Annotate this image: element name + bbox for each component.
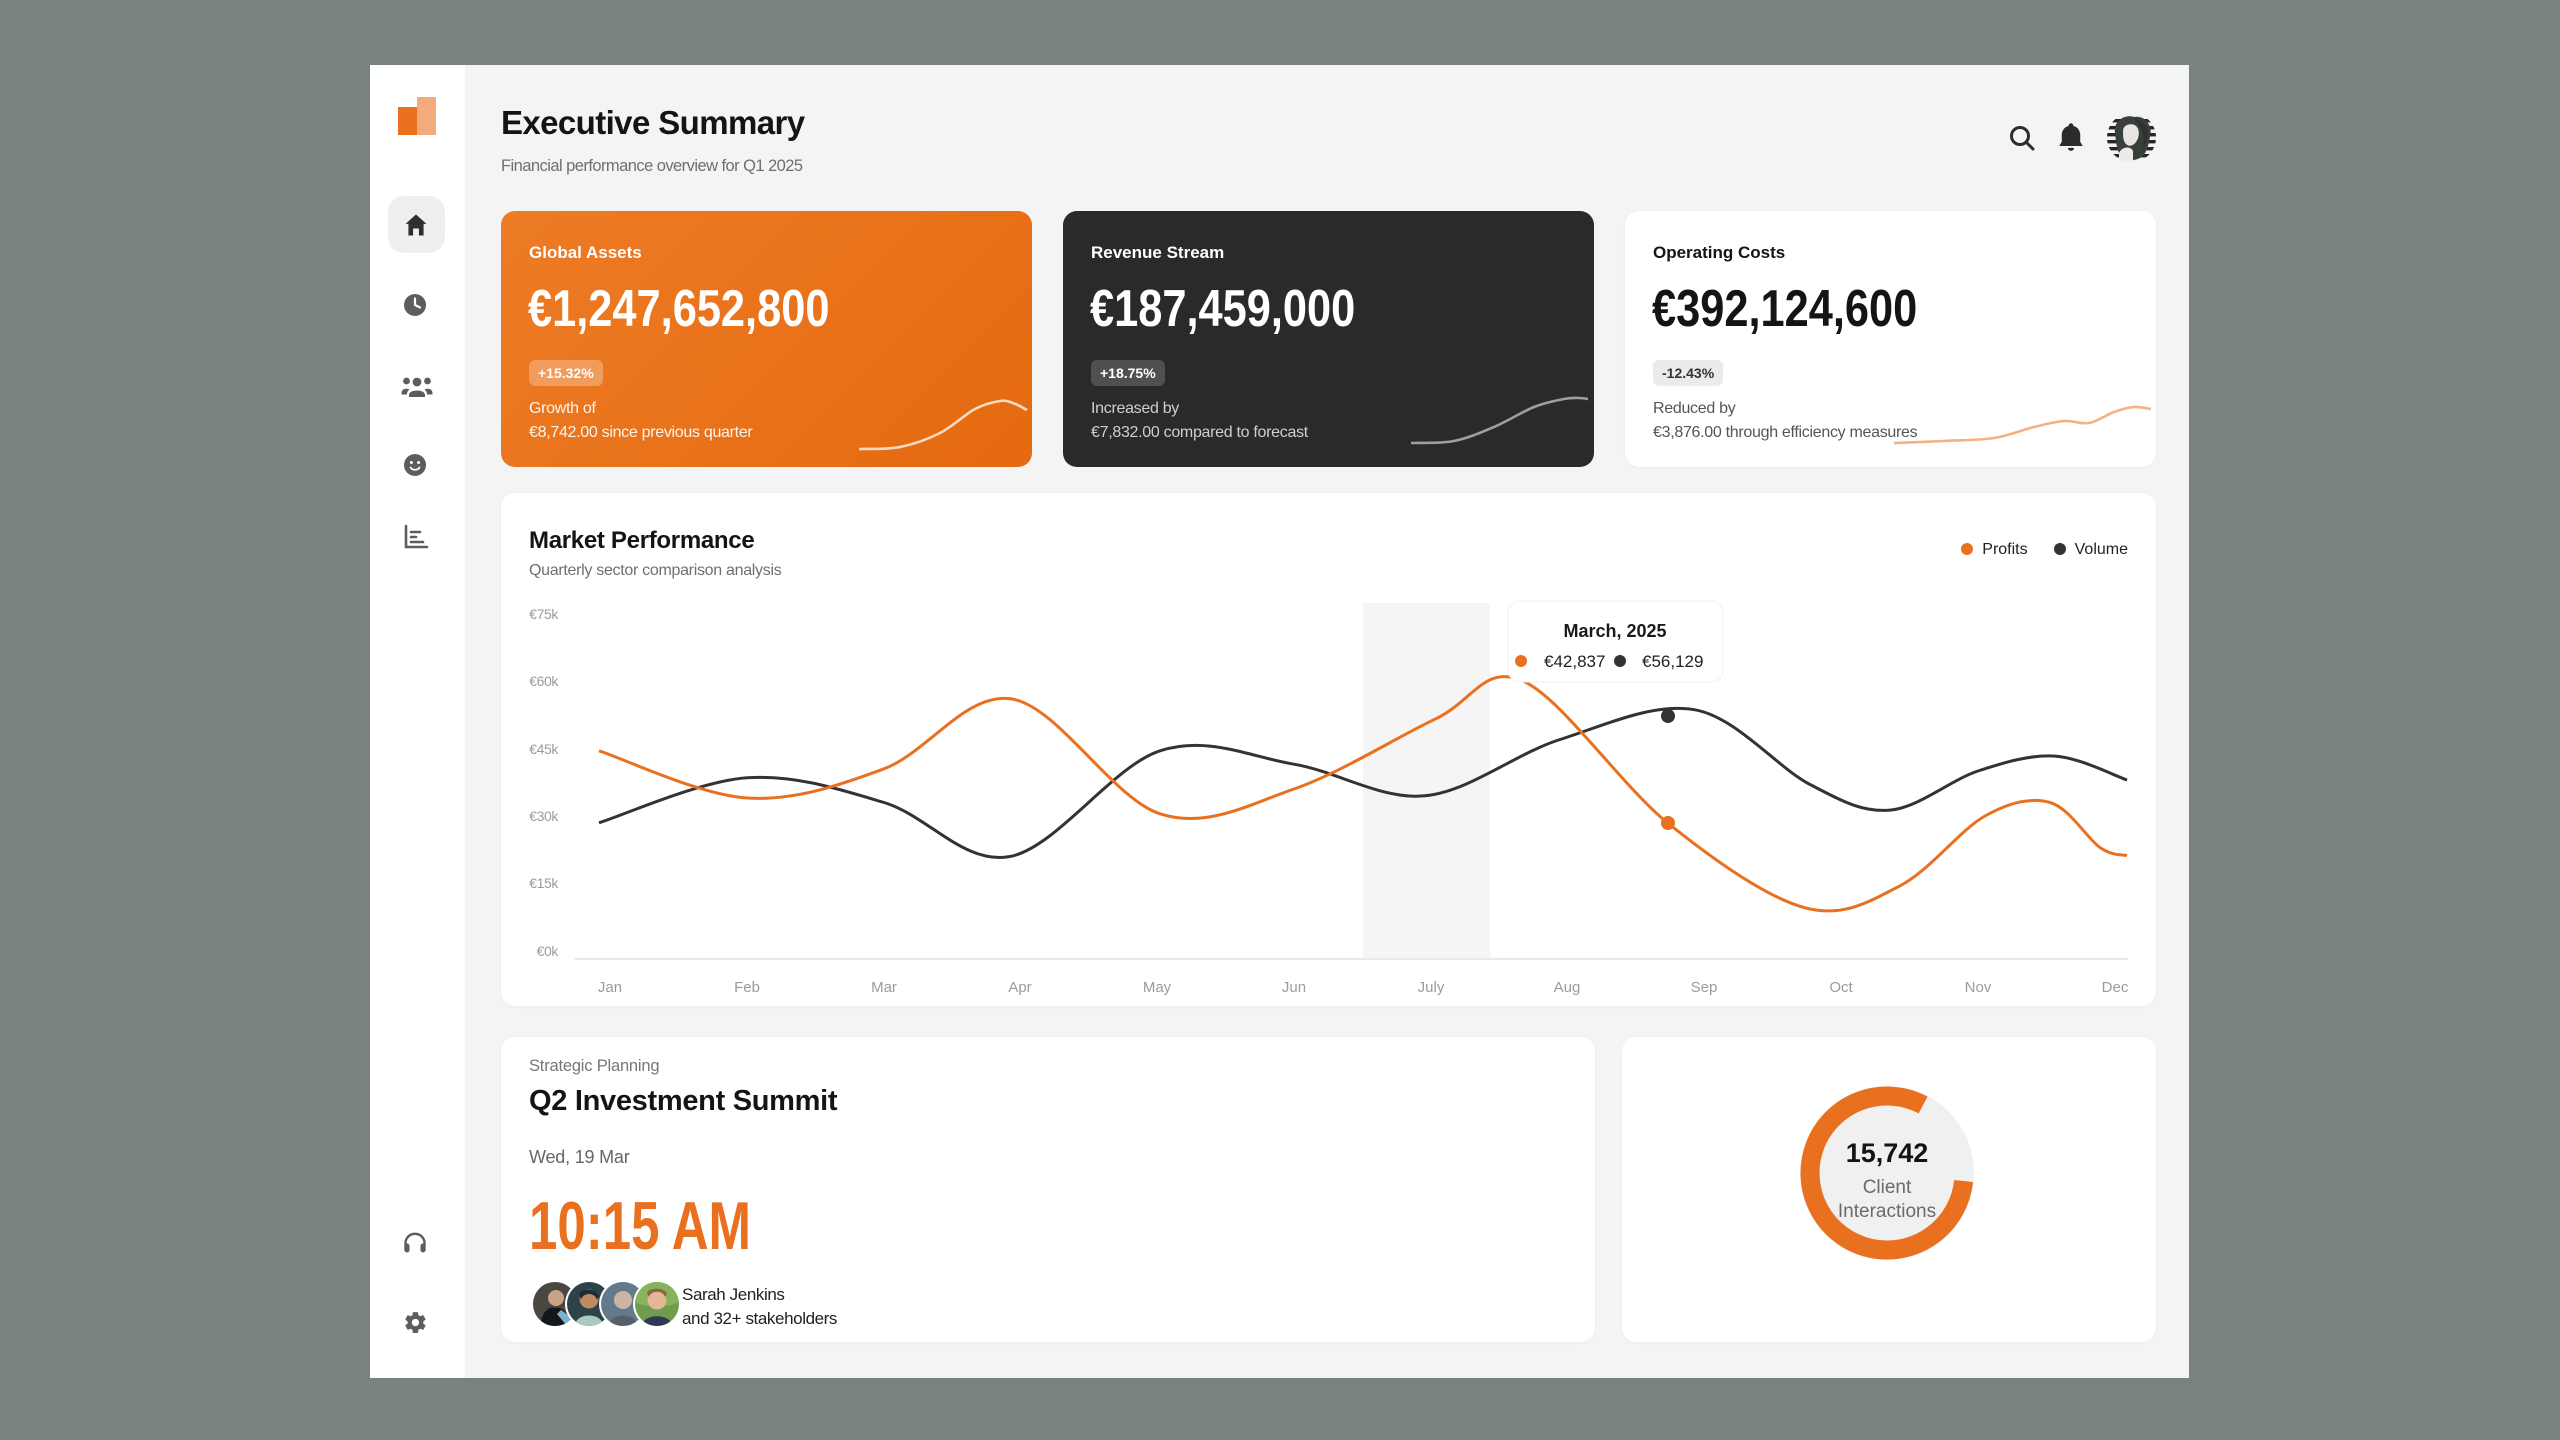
svg-text:€0k: €0k [537, 943, 560, 959]
svg-text:Sep: Sep [1691, 979, 1718, 996]
svg-text:€30k: €30k [529, 808, 559, 824]
svg-text:Apr: Apr [1008, 979, 1031, 996]
svg-text:€75k: €75k [529, 606, 559, 622]
svg-text:€60k: €60k [529, 673, 559, 689]
svg-text:Mar: Mar [871, 979, 897, 996]
svg-text:March, 2025: March, 2025 [1563, 621, 1666, 641]
svg-text:Dec: Dec [2102, 979, 2129, 996]
svg-text:€56,129: €56,129 [1642, 652, 1703, 671]
svg-text:€42,837: €42,837 [1544, 652, 1605, 671]
svg-text:Jan: Jan [598, 979, 622, 996]
svg-text:€45k: €45k [529, 741, 559, 757]
svg-text:Jun: Jun [1282, 979, 1306, 996]
svg-text:Interactions: Interactions [1838, 1201, 1936, 1222]
svg-text:Client: Client [1863, 1177, 1912, 1198]
svg-text:May: May [1143, 979, 1172, 996]
svg-text:Oct: Oct [1829, 979, 1853, 996]
svg-text:15,742: 15,742 [1846, 1138, 1929, 1168]
svg-text:Feb: Feb [734, 979, 760, 996]
svg-text:July: July [1418, 979, 1445, 996]
svg-text:Aug: Aug [1554, 979, 1581, 996]
svg-text:€15k: €15k [529, 875, 559, 891]
svg-text:Nov: Nov [1965, 979, 1992, 996]
